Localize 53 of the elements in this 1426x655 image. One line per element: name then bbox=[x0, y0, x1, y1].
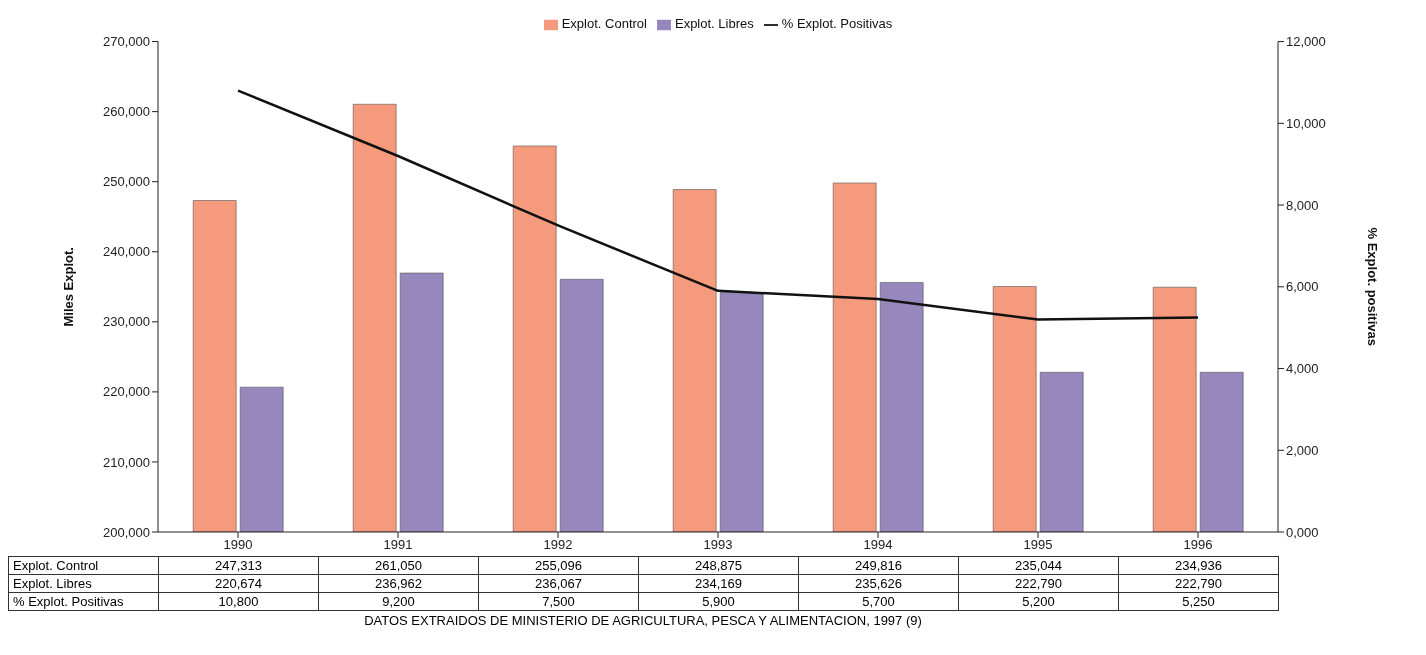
y-tick-label: 220,000 bbox=[103, 384, 150, 400]
x-tick-label: 1993 bbox=[703, 537, 733, 553]
x-tick-label: 1992 bbox=[543, 537, 573, 553]
y2-tick-label: 0,000 bbox=[1286, 524, 1319, 540]
legend-label: Explot. Control bbox=[561, 16, 647, 31]
data-label: 255,096 bbox=[478, 556, 639, 575]
data-label: 5,200 bbox=[958, 592, 1119, 611]
data-label: 236,962 bbox=[318, 574, 479, 593]
data-label: 10,800 bbox=[158, 592, 319, 611]
line-series bbox=[236, 89, 1200, 321]
x-tick-label: 1990 bbox=[223, 537, 253, 553]
y-tick-label: 240,000 bbox=[103, 244, 150, 260]
data-label: 5,250 bbox=[1118, 592, 1279, 611]
data-label: 5,700 bbox=[798, 592, 959, 611]
x-tick-label: 1994 bbox=[863, 537, 893, 553]
data-label: 234,169 bbox=[638, 574, 799, 593]
y2-tick-label: 6,000 bbox=[1286, 279, 1319, 295]
data-label: 234,936 bbox=[1118, 556, 1279, 575]
y2-tick-label: 8,000 bbox=[1286, 197, 1319, 213]
x-tick-label: 1995 bbox=[1023, 537, 1053, 553]
data-label: 247,313 bbox=[158, 556, 319, 575]
y-tick-label: 250,000 bbox=[103, 174, 150, 190]
y-tick-label: 210,000 bbox=[103, 454, 150, 470]
x-tick-label: 1996 bbox=[1183, 537, 1213, 553]
data-label: 235,626 bbox=[798, 574, 959, 593]
data-label: 7,500 bbox=[478, 592, 639, 611]
legend-label: % Explot. Positivas bbox=[781, 16, 893, 31]
data-label: 222,790 bbox=[1118, 574, 1279, 593]
data-label: 235,044 bbox=[958, 556, 1119, 575]
y2-tick-label: 4,000 bbox=[1286, 361, 1319, 377]
text: Explot. Libres bbox=[13, 576, 92, 591]
data-label: 248,875 bbox=[638, 556, 799, 575]
text: DATOS EXTRAIDOS DE MINISTERIO DE AGRICULTURA, PESCA Y ALIMENTACION, 1997 (9) bbox=[363, 613, 923, 628]
data-label: 9,200 bbox=[318, 592, 479, 611]
x-tick-label: 1991 bbox=[383, 537, 413, 553]
text: Explot. Control bbox=[13, 558, 99, 573]
y-tick-label: 200,000 bbox=[103, 524, 150, 540]
y-tick-label: 270,000 bbox=[103, 34, 150, 50]
legend-label: Explot. Libres bbox=[674, 16, 754, 31]
y2-tick-label: 2,000 bbox=[1286, 442, 1319, 458]
data-label: 261,050 bbox=[318, 556, 479, 575]
y-axis-title: Miles Explot. bbox=[60, 247, 76, 327]
data-label: 220,674 bbox=[158, 574, 319, 593]
data-label: 5,900 bbox=[638, 592, 799, 611]
y2-tick-label: 10,000 bbox=[1286, 115, 1326, 131]
y2-axis-title: % Explot. positivas bbox=[1365, 227, 1381, 347]
y2-tick-label: 12,000 bbox=[1286, 34, 1326, 50]
text: % Explot. Positivas bbox=[13, 594, 124, 609]
data-label: 236,067 bbox=[478, 574, 639, 593]
data-label: 249,816 bbox=[798, 556, 959, 575]
data-label: 222,790 bbox=[958, 574, 1119, 593]
y-tick-label: 260,000 bbox=[103, 104, 150, 120]
y-tick-label: 230,000 bbox=[103, 314, 150, 330]
